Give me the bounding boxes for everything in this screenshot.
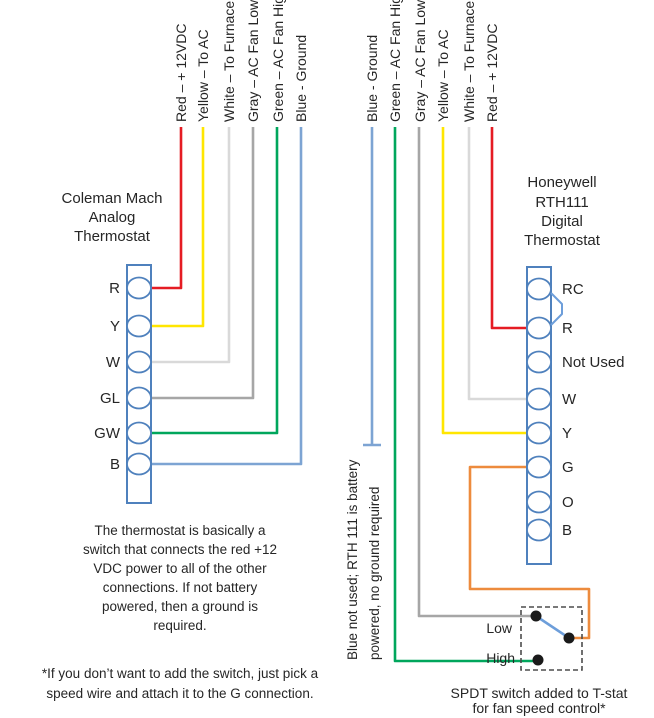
honeywell-port-o — [526, 490, 552, 514]
wire-label-gray-left: Gray – AC Fan Low — [245, 0, 261, 122]
honeywell-port-rc — [526, 277, 552, 301]
footnote-line1: *If you don’t want to add the switch, ju… — [42, 666, 319, 681]
honeywell-terminal-label-notused: Not Used — [562, 354, 625, 371]
coleman-port-b — [126, 452, 152, 476]
coleman-red-wire — [151, 127, 183, 290]
honeywell-terminal-label-w: W — [562, 391, 577, 408]
note-line2: switch that connects the red +12 — [83, 542, 277, 557]
honeywell-port-notused — [526, 350, 552, 374]
switch-caption-line2: for fan speed control* — [472, 700, 606, 716]
coleman-port-gl — [126, 386, 152, 410]
honeywell-terminal-label-o: O — [562, 494, 574, 511]
wire-label-green-right: Green – AC Fan High — [387, 0, 403, 122]
coleman-port-gw — [126, 421, 152, 445]
wire-label-red-right: Red – + 12VDC — [484, 24, 500, 122]
honeywell-terminal-label-y: Y — [562, 425, 572, 442]
honeywell-red-wire — [490, 127, 528, 330]
spdt-contact-low — [530, 610, 542, 622]
note-line5: powered, then a ground is — [102, 599, 258, 614]
coleman-terminal-label-gw: GW — [94, 425, 121, 442]
fan-speed-orange-wire — [468, 465, 591, 640]
note-line4: connections. If not battery — [103, 580, 258, 595]
honeywell-port-y — [526, 421, 552, 445]
honeywell-terminal-label-g: G — [562, 459, 574, 476]
coleman-title-line3: Thermostat — [74, 228, 151, 245]
coleman-blue-wire — [151, 127, 303, 466]
honeywell-terminal-label-rc: RC — [562, 281, 584, 298]
spdt-switch-lever — [534, 614, 571, 640]
honeywell-terminal-label-r: R — [562, 320, 573, 337]
switch-low-label: Low — [486, 620, 513, 636]
coleman-terminal-label-gl: GL — [100, 390, 120, 407]
honeywell-port-w — [526, 387, 552, 411]
honeywell-terminal-label-b: B — [562, 522, 572, 539]
switch-caption-line1: SPDT switch added to T-stat — [451, 685, 628, 701]
honeywell-yellow-wire — [441, 127, 528, 435]
coleman-port-w — [126, 350, 152, 374]
honeywell-title-line3: Digital — [541, 213, 583, 230]
wire-label-white-right: White – To Furnace — [461, 1, 477, 122]
coleman-port-y — [126, 314, 152, 338]
coleman-title-line2: Analog — [89, 209, 136, 226]
wire-label-blue-right: Blue - Ground — [364, 35, 380, 122]
honeywell-port-r — [526, 316, 552, 340]
wire-label-blue-left: Blue - Ground — [293, 35, 309, 122]
coleman-terminal-label-r: R — [109, 280, 120, 297]
vertical-note-line1: Blue not used; RTH 111 is battery — [345, 459, 360, 660]
honeywell-title-line2: RTH111 — [535, 194, 588, 211]
coleman-white-wire — [151, 127, 231, 364]
vertical-note-line2: powered, no ground required — [367, 487, 382, 660]
honeywell-port-b — [526, 518, 552, 542]
coleman-gray-wire — [151, 127, 255, 400]
wire-label-red-left: Red – + 12VDC — [173, 24, 189, 122]
note-line3: VDC power to all of the other — [93, 561, 267, 576]
note-line6: required. — [153, 618, 206, 633]
honeywell-white-wire — [467, 127, 528, 401]
wire-label-green-left: Green – AC Fan High — [270, 0, 286, 122]
honeywell-title-line4: Thermostat — [524, 232, 601, 249]
honeywell-title-line1: Honeywell — [527, 174, 596, 191]
rc-r-jumper-wire — [550, 292, 563, 326]
spdt-contact-common — [563, 632, 575, 644]
wire-label-gray-right: Gray – AC Fan Low — [412, 0, 428, 122]
coleman-terminal-label-y: Y — [110, 318, 120, 335]
note-line1: The thermostat is basically a — [94, 523, 266, 538]
wire-label-yellow-right: Yellow – To AC — [435, 29, 451, 122]
footnote-line2: speed wire and attach it to the G connec… — [46, 686, 313, 701]
coleman-yellow-wire — [151, 127, 205, 328]
spdt-switch-outline — [520, 606, 583, 671]
honeywell-terminal-block — [526, 266, 552, 565]
honeywell-gray-wire — [417, 127, 536, 618]
coleman-title-line1: Coleman Mach — [62, 190, 163, 207]
honeywell-green-wire — [393, 127, 538, 663]
coleman-terminal-label-w: W — [106, 354, 121, 371]
spdt-contact-high — [532, 654, 544, 666]
honeywell-port-g — [526, 455, 552, 479]
wire-label-yellow-left: Yellow – To AC — [195, 29, 211, 122]
coleman-terminal-label-b: B — [110, 456, 120, 473]
switch-high-label: High — [486, 650, 515, 666]
coleman-port-r — [126, 276, 152, 300]
coleman-green-wire — [151, 127, 279, 435]
wire-label-white-left: White – To Furnace — [221, 1, 237, 122]
